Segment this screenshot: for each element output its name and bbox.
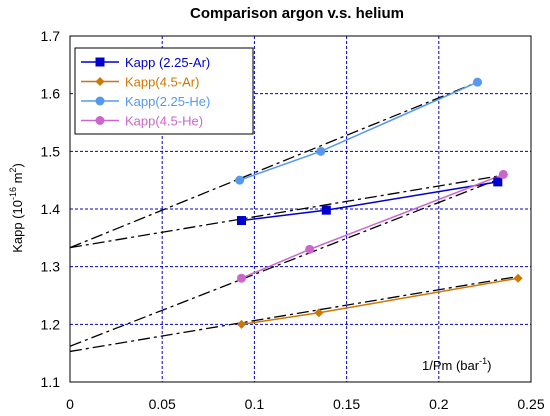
y-tick-label: 1.4 <box>41 201 61 217</box>
data-point-kapp-4-5-ar <box>513 273 523 283</box>
data-point-kapp-2-25-he <box>473 77 483 87</box>
fit-line-kapp-4-5-ar <box>69 275 519 353</box>
plot-frame <box>69 35 532 383</box>
series-markers <box>235 77 523 329</box>
legend: Kapp (2.25-Ar) Kapp(4.5-Ar) Kapp(2.25-He) K… <box>74 47 254 135</box>
y-tick-label: 1.1 <box>41 374 61 390</box>
legend-marker-kapp-4-5-ar <box>95 77 105 86</box>
legend-marker-kapp-2-25-he <box>95 96 105 106</box>
fit-line-kapp-4-5-he <box>69 176 504 347</box>
legend-label-kapp-2-25-ar: Kapp (2.25-Ar) <box>125 55 210 70</box>
y-tick-label: 1.5 <box>41 143 61 159</box>
x-tick-labels: 0 0.05 0.1 0.15 0.2 0.25 <box>66 396 545 412</box>
x-tick-label: 0.2 <box>429 396 449 412</box>
data-point-kapp-2-25-ar <box>236 216 246 226</box>
y-tick-label: 1.6 <box>41 86 61 102</box>
data-point-kapp-4-5-ar <box>236 319 246 329</box>
fit-lines <box>69 81 519 353</box>
data-point-kapp-4-5-he <box>498 169 508 179</box>
y-tick-labels: 1.1 1.2 1.3 1.4 1.5 1.6 1.7 <box>41 28 61 390</box>
series-line-kapp-2-25-ar <box>241 181 498 222</box>
fit-line-kapp-2-25-he <box>69 81 478 249</box>
data-point-kapp-2-25-ar <box>493 177 503 187</box>
legend-marker-kapp-4-5-he <box>95 116 105 125</box>
x-tick-label: 0.15 <box>333 396 360 412</box>
data-point-kapp-2-25-he <box>235 175 245 185</box>
data-point-kapp-2-25-he <box>316 146 326 156</box>
y-tick-label: 1.7 <box>41 28 61 44</box>
x-tick-label: 0.25 <box>517 396 544 412</box>
series-line-kapp-4-5-he <box>241 173 504 279</box>
data-point-kapp-4-5-ar <box>314 308 324 318</box>
legend-label-kapp-4-5-he: Kapp(4.5-He) <box>125 114 203 129</box>
legend-label-kapp-2-25-he: Kapp(2.25-He) <box>125 94 210 109</box>
x-tick-label: 0 <box>66 396 74 412</box>
chart-title: Comparison argon v.s. helium <box>190 5 404 22</box>
legend-label-kapp-4-5-ar: Kapp(4.5-Ar) <box>125 75 199 90</box>
data-point-kapp-2-25-ar <box>321 205 331 215</box>
y-tick-label: 1.3 <box>41 259 61 275</box>
data-point-kapp-4-5-he <box>236 273 246 283</box>
legend-marker-kapp-2-25-ar <box>95 57 105 67</box>
series-line-kapp-4-5-ar <box>241 277 519 326</box>
x-tick-label: 0.1 <box>245 396 265 412</box>
y-tick-label: 1.2 <box>41 316 61 332</box>
x-axis-label: 1/Pm (bar-1) <box>422 356 491 373</box>
series-lines <box>239 81 519 326</box>
y-axis-label: Kapp (10-16 m2) <box>8 163 25 253</box>
fit-line-kapp-2-25-ar <box>69 175 498 249</box>
x-tick-label: 0.05 <box>149 396 176 412</box>
data-point-kapp-4-5-he <box>305 244 315 254</box>
